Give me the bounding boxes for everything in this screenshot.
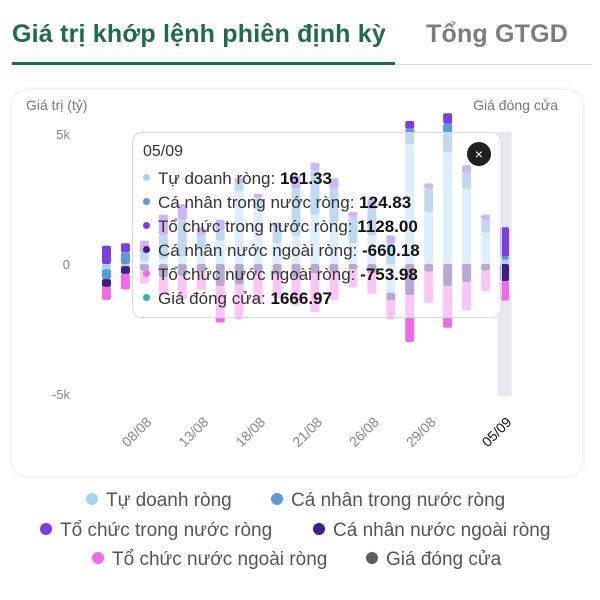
chart-tooltip: 05/09 × Tự doanh ròng: 161.33 Cá nhân tr… — [132, 132, 502, 318]
legend-item-tu-doanh[interactable]: Tự doanh ròng — [86, 490, 232, 512]
legend-label: Cá nhân trong nước ròng — [291, 490, 506, 511]
legend-dot-icon — [40, 522, 52, 535]
tooltip-value: 1666.97 — [270, 289, 332, 308]
bar-segment-ca-nhan-nuoc-ngoai[interactable] — [500, 264, 510, 282]
tooltip-row-gia-dong-cua: Giá đóng cửa: 1666.97 — [143, 289, 332, 309]
tooltip-label: Cá nhân nước ngoài ròng: — [158, 241, 358, 260]
bar-segment-tu-doanh[interactable] — [120, 264, 130, 267]
legend-dot-icon — [92, 551, 104, 564]
x-tick-label: 08/08 — [118, 414, 154, 450]
bar-segment-ca-nhan-trong-nuoc[interactable] — [101, 269, 111, 280]
dot-icon — [143, 198, 150, 206]
bar-segment-ca-nhan-trong-nuoc[interactable] — [120, 252, 130, 264]
tooltip-label: Giá đóng cửa: — [158, 289, 266, 308]
tooltip-date: 05/09 — [143, 143, 184, 160]
legend-dot-icon — [271, 492, 283, 505]
legend-label: Tổ chức trong nước ròng — [60, 520, 273, 541]
bar-segment-ca-nhan-nuoc-ngoai[interactable] — [101, 279, 111, 287]
tooltip-row-ca-nhan-trong-nuoc: Cá nhân trong nước ròng: 124.83 — [143, 193, 411, 213]
tooltip-label: Tự doanh ròng: — [158, 169, 276, 188]
tooltip-value: -753.98 — [360, 265, 418, 284]
tab-bar: Giá trị khớp lệnh phiên định kỳ Tổng GTG… — [0, 0, 600, 66]
y-axis-label-left: Giá trị (tỷ) — [26, 97, 87, 113]
tooltip-value: -660.18 — [362, 241, 420, 260]
bar-segment-tu-doanh[interactable] — [500, 259, 510, 264]
active-tab-indicator — [12, 62, 395, 65]
bar-segment-ca-nhan-nuoc-ngoai[interactable] — [120, 266, 130, 274]
bar-segment-to-chuc-trong-nuoc[interactable] — [120, 243, 130, 253]
y-tick-label: 0 — [63, 257, 70, 272]
y-tick-label: 5k — [56, 127, 70, 142]
tooltip-row-ca-nhan-nuoc-ngoai: Cá nhân nước ngoài ròng: -660.18 — [143, 241, 420, 261]
legend-item-gia-dong-cua[interactable]: Giá đóng cửa — [366, 549, 501, 571]
bar-segment-to-chuc-nuoc-ngoai[interactable] — [101, 286, 111, 300]
bar-segment-to-chuc-trong-nuoc[interactable] — [443, 113, 453, 124]
tab-gia-tri-khop-lenh[interactable]: Giá trị khớp lệnh phiên định kỳ — [12, 20, 387, 48]
tooltip-row-to-chuc-trong-nuoc: Tổ chức trong nước ròng: 1128.00 — [143, 217, 418, 237]
dot-icon — [143, 270, 150, 278]
dot-icon — [143, 222, 150, 230]
tooltip-row-to-chuc-nuoc-ngoai: Tổ chức nước ngoài ròng: -753.98 — [143, 265, 418, 285]
dot-icon — [143, 174, 150, 182]
x-tick-label: 21/08 — [289, 414, 325, 450]
tooltip-label: Tổ chức nước ngoài ròng: — [158, 265, 356, 284]
y-axis-label-right: Giá đóng cửa — [473, 97, 558, 113]
legend-dot-icon — [366, 551, 378, 564]
tab-tong-gtgd[interactable]: Tổng GTGD — [426, 20, 569, 48]
bar-segment-to-chuc-trong-nuoc[interactable] — [101, 245, 111, 264]
legend-label: Tổ chức nước ngoài ròng — [112, 549, 328, 570]
tooltip-row-tu-doanh: Tự doanh ròng: 161.33 — [143, 169, 332, 189]
bar-segment-to-chuc-nuoc-ngoai[interactable] — [500, 281, 510, 301]
legend-label: Tự doanh ròng — [106, 490, 232, 511]
legend-dot-icon — [313, 522, 325, 535]
legend-label: Giá đóng cửa — [386, 549, 502, 570]
dot-icon — [143, 294, 150, 302]
legend-label: Cá nhân nước ngoài ròng — [333, 520, 551, 541]
close-icon[interactable]: × — [467, 142, 491, 166]
tooltip-label: Cá nhân trong nước ròng: — [158, 193, 355, 212]
x-tick-label: 05/09 — [479, 414, 515, 450]
tooltip-value: 161.33 — [279, 169, 332, 188]
tooltip-value: 1128.00 — [357, 217, 418, 236]
x-tick-label: 13/08 — [175, 414, 211, 450]
dot-icon — [143, 246, 150, 254]
x-tick-label: 26/08 — [346, 414, 382, 450]
bar-segment-to-chuc-trong-nuoc[interactable] — [405, 121, 415, 129]
x-tick-label: 18/08 — [232, 414, 268, 450]
x-tick-label: 29/08 — [403, 414, 439, 450]
bar-segment-to-chuc-nuoc-ngoai[interactable] — [120, 273, 130, 290]
legend-item-to-chuc-nuoc-ngoai[interactable]: Tổ chức nước ngoài ròng — [92, 549, 327, 571]
bar-segment-tu-doanh[interactable] — [101, 264, 111, 270]
y-tick-label: -5k — [52, 387, 71, 402]
legend-dot-icon — [86, 492, 98, 505]
bar-segment-to-chuc-trong-nuoc[interactable] — [500, 227, 510, 257]
legend-item-ca-nhan-trong-nuoc[interactable]: Cá nhân trong nước ròng — [271, 490, 505, 512]
tooltip-value: 124.83 — [359, 193, 412, 212]
tooltip-label: Tổ chức trong nước ròng: — [158, 217, 353, 236]
legend-item-to-chuc-trong-nuoc[interactable]: Tổ chức trong nước ròng — [40, 520, 272, 542]
legend-item-ca-nhan-nuoc-ngoai[interactable]: Cá nhân nước ngoài ròng — [313, 520, 550, 542]
bar-segment-ca-nhan-trong-nuoc[interactable] — [500, 256, 510, 260]
